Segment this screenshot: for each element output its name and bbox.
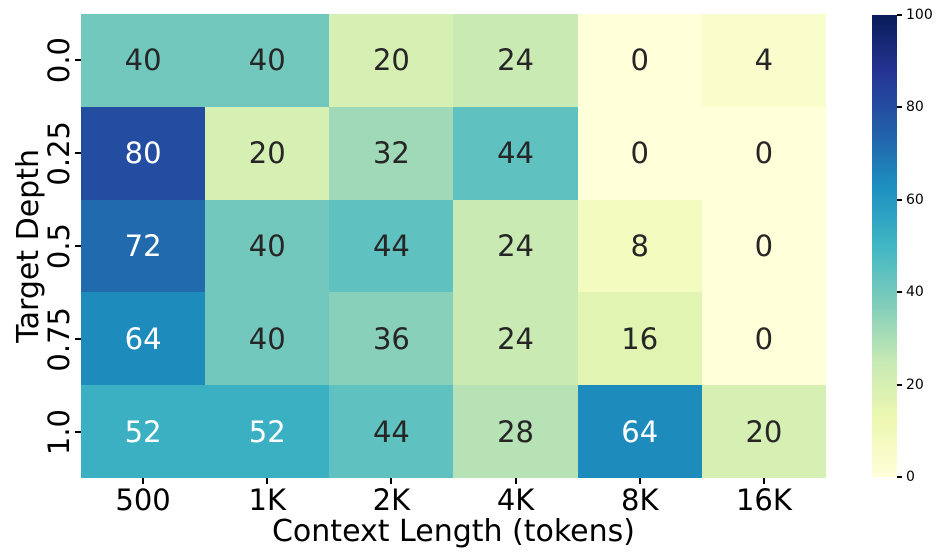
heatmap-cell: 0 — [701, 106, 826, 200]
heatmap-cell: 28 — [453, 385, 578, 478]
colorbar-tick-mark — [897, 291, 902, 294]
heatmap-cell: 72 — [81, 199, 206, 293]
heatmap-cell: 40 — [205, 199, 330, 293]
heatmap-cell: 52 — [205, 385, 330, 478]
y-tick-label: 0.5 — [42, 222, 76, 270]
colorbar-gradient — [872, 15, 897, 477]
heatmap-cell: 8 — [577, 199, 702, 293]
x-tick-label: 500 — [115, 483, 171, 517]
colorbar-tick-mark — [897, 106, 902, 109]
x-tick-label: 16K — [735, 483, 792, 517]
y-tick-label: 0.0 — [42, 37, 76, 84]
y-tick-label-wrap: 0.0 — [42, 14, 76, 107]
y-axis-title: Target Depth — [10, 14, 46, 478]
x-tick-label: 8K — [621, 483, 659, 517]
y-axis-tick-marks — [75, 14, 81, 478]
heatmap-cell: 64 — [81, 292, 206, 386]
y-axis-title-text: Target Depth — [10, 149, 46, 343]
colorbar-tick-mark — [897, 383, 902, 386]
y-tick-mark — [75, 152, 81, 155]
y-tick-label-wrap: 0.5 — [42, 200, 76, 293]
heatmap-cell: 36 — [329, 292, 454, 386]
x-axis-tick-labels: 500 1K 2K 4K 8K 16K — [81, 483, 826, 517]
heatmap-cell: 0 — [701, 199, 826, 293]
colorbar-tick-label: 20 — [906, 376, 924, 393]
y-tick-label-wrap: 0.25 — [42, 107, 76, 200]
x-axis-title: Context Length (tokens) — [271, 514, 635, 549]
colorbar-tick-mark — [897, 476, 902, 478]
heatmap-cell: 20 — [329, 14, 454, 107]
heatmap-cell: 24 — [453, 199, 578, 293]
heatmap-grid: 40 40 20 24 0 4 80 20 32 44 0 0 72 40 44 24 8 0 64 40 36 24 16… — [81, 14, 826, 478]
heatmap-cell: 44 — [329, 385, 454, 478]
heatmap-cell: 32 — [329, 106, 454, 200]
y-tick-mark — [75, 59, 81, 62]
heatmap-cell: 40 — [205, 14, 330, 107]
y-tick-mark — [75, 430, 81, 433]
x-tick-mark — [514, 478, 517, 484]
colorbar-tick-label: 100 — [906, 7, 933, 23]
heatmap-cell: 4 — [701, 14, 826, 107]
x-tick-label: 2K — [372, 483, 411, 517]
heatmap-cell: 44 — [329, 199, 454, 293]
colorbar-tick-label: 0 — [906, 469, 915, 485]
colorbar-tick-label: 40 — [906, 284, 924, 301]
y-tick-label-wrap: 1.0 — [42, 385, 76, 478]
heatmap-cell: 64 — [577, 385, 702, 478]
heatmap-cell: 24 — [453, 14, 578, 107]
heatmap-cell: 0 — [701, 292, 826, 386]
y-tick-label-wrap: 0.75 — [42, 292, 76, 385]
x-tick-mark — [142, 478, 145, 484]
heatmap-cell: 52 — [81, 385, 206, 478]
heatmap-cell: 80 — [81, 106, 206, 200]
colorbar: 0 20 40 60 80 100 — [872, 7, 940, 485]
y-tick-mark — [75, 244, 81, 247]
heatmap-cell: 40 — [205, 292, 330, 386]
heatmap-cell: 0 — [577, 106, 702, 200]
heatmap-cell: 24 — [453, 292, 578, 386]
heatmap-cell: 44 — [453, 106, 578, 200]
x-tick-label: 1K — [248, 483, 286, 517]
y-tick-label: 0.25 — [42, 120, 76, 186]
heatmap-cell: 16 — [577, 292, 702, 386]
colorbar-tick-mark — [897, 14, 902, 16]
colorbar-tick-label: 60 — [906, 191, 924, 208]
x-tick-label: 4K — [496, 483, 535, 517]
heatmap-cell: 0 — [577, 14, 702, 107]
colorbar-tick-label: 80 — [906, 99, 924, 116]
x-axis-tick-marks — [81, 478, 826, 484]
heatmap-cell: 20 — [205, 106, 330, 200]
x-tick-mark — [638, 478, 641, 484]
x-tick-mark — [390, 478, 393, 484]
heatmap-cell: 40 — [81, 14, 206, 107]
heatmap-cell: 20 — [701, 385, 826, 478]
x-tick-mark — [266, 478, 269, 484]
x-tick-mark — [762, 478, 765, 484]
y-tick-mark — [75, 337, 81, 340]
y-tick-label: 0.75 — [42, 306, 76, 372]
y-axis-tick-labels: 0.0 0.25 0.5 0.75 1.0 — [42, 14, 76, 478]
y-tick-label: 1.0 — [42, 408, 76, 455]
colorbar-tick-mark — [897, 198, 902, 201]
